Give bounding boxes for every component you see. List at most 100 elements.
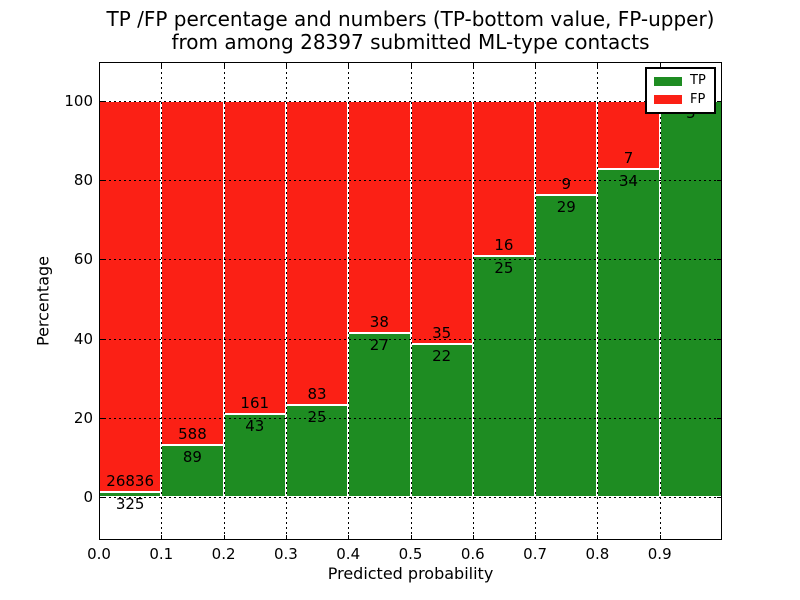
- bar-segment-fp-2: [224, 101, 286, 414]
- y-tick-label-60: 60: [73, 250, 93, 269]
- fp-count-label-1: 588: [178, 424, 207, 443]
- chart-title: TP /FP percentage and numbers (TP-bottom…: [99, 8, 722, 54]
- x-tick-top-3: [285, 62, 287, 67]
- legend-entry-tp: TP: [654, 74, 707, 88]
- fp-count-label-4: 38: [369, 312, 389, 331]
- tp-count-label-1: 89: [182, 447, 202, 466]
- bar-segment-fp-4: [348, 101, 411, 333]
- fp-count-label-5: 35: [432, 324, 452, 343]
- x-tick-label-0.7: 0.7: [523, 545, 548, 563]
- x-tick-bottom-3: [285, 535, 287, 540]
- bar-segment-fp-7: [535, 101, 597, 195]
- x-tick-bottom-8: [597, 535, 599, 540]
- bar-segment-tp-0: [99, 492, 161, 497]
- x-tick-top-4: [348, 62, 350, 67]
- fp-count-label-8: 7: [623, 148, 634, 167]
- fp-legend-swatch: [654, 95, 682, 105]
- fp-count-label-0: 26836: [106, 472, 154, 491]
- tp-count-label-4: 27: [369, 335, 389, 354]
- tp-count-label-8: 34: [619, 171, 639, 190]
- chart-title-line1: TP /FP percentage and numbers (TP-bottom…: [106, 7, 715, 31]
- x-tick-top-5: [410, 62, 412, 67]
- tp-count-label-6: 25: [494, 258, 514, 277]
- x-tick-label-0.9: 0.9: [647, 545, 672, 563]
- x-tick-bottom-1: [161, 535, 163, 540]
- x-tick-label-0.5: 0.5: [398, 545, 423, 563]
- x-tick-bottom-9: [659, 535, 661, 540]
- x-tick-label-0.2: 0.2: [211, 545, 236, 563]
- x-tick-label-0.4: 0.4: [336, 545, 361, 563]
- legend-entry-fp: FP: [654, 91, 707, 107]
- y-tick-left-40: [99, 338, 104, 340]
- bar-segment-fp-6: [473, 101, 535, 256]
- y-tick-left-100: [99, 101, 104, 102]
- x-tick-top-2: [223, 62, 225, 67]
- x-gridline-0.9: [659, 62, 661, 540]
- tp-legend-label: TP: [690, 73, 706, 89]
- y-tick-right-80: [717, 180, 722, 182]
- y-tick-right-20: [717, 417, 722, 419]
- fp-count-label-6: 16: [494, 235, 514, 254]
- x-tick-label-0.6: 0.6: [460, 545, 485, 563]
- bar-segment-tp-1: [161, 444, 224, 497]
- x-tick-top-8: [597, 62, 599, 67]
- bar-segment-fp-0: [99, 101, 161, 493]
- bar-label-layer: 26836 325 588 89 161 43 83 25 38 27 35 22 16 25 9 29 7 34…: [99, 62, 722, 540]
- y-tick-label-40: 40: [73, 329, 93, 348]
- x-tick-bottom-7: [535, 535, 537, 540]
- plot-area: 26836 325 588 89 161 43 83 25 38 27 35 22 16 25 9 29 7 34…: [99, 62, 722, 540]
- tick-mark-layer: [99, 62, 722, 540]
- x-tick-top-9: [659, 62, 661, 67]
- bar-segment-tp-2: [224, 413, 286, 497]
- y-tick-right-100: [717, 101, 722, 102]
- y-tick-label-0: 0: [83, 488, 93, 506]
- tp-count-label-0: 325: [115, 495, 145, 514]
- fp-count-label-2: 161: [240, 393, 270, 412]
- chart-title-line2: from among 28397 submitted ML-type conta…: [171, 30, 650, 54]
- tp-count-label-7: 29: [556, 197, 576, 216]
- y-gridline-80: [99, 180, 722, 182]
- x-tick-bottom-5: [410, 535, 412, 540]
- x-tick-top-6: [472, 62, 474, 67]
- y-tick-left-20: [99, 417, 104, 419]
- x-axis-label: Predicted probability: [327, 564, 494, 583]
- x-gridline-0.5: [410, 62, 412, 540]
- x-gridline-0.3: [285, 62, 287, 540]
- tp-legend-swatch: [654, 76, 682, 86]
- fp-count-label-3: 83: [307, 385, 327, 404]
- y-tick-right-0: [717, 497, 722, 498]
- x-tick-bottom-6: [472, 535, 474, 540]
- x-tick-top-7: [535, 62, 537, 67]
- grid-layer: [99, 62, 722, 540]
- x-tick-bottom-2: [223, 535, 225, 540]
- bottom-spine: [99, 539, 722, 540]
- bar-segment-fp-3: [286, 101, 348, 406]
- tp-count-label-3: 25: [307, 408, 327, 427]
- bar-segment-tp-8: [597, 168, 660, 497]
- legend: TP FP: [645, 67, 716, 114]
- left-spine: [99, 62, 100, 540]
- tp-count-label-2: 43: [245, 416, 265, 435]
- y-gridline-100: [99, 101, 722, 102]
- y-gridline-60: [99, 259, 722, 261]
- y-tick-left-0: [99, 497, 104, 498]
- fp-count-label-7: 9: [561, 174, 572, 193]
- x-gridline-0.2: [223, 62, 225, 540]
- x-gridline-0.6: [472, 62, 474, 540]
- y-tick-right-60: [717, 259, 722, 261]
- bar-segment-tp-9: [660, 101, 722, 497]
- y-tick-label-20: 20: [73, 408, 93, 427]
- bar-segment-tp-4: [348, 332, 411, 497]
- right-spine: [721, 62, 722, 540]
- y-tick-right-40: [717, 338, 722, 340]
- bar-segment-tp-6: [473, 255, 535, 497]
- y-tick-left-80: [99, 180, 104, 182]
- bars-layer: [99, 62, 722, 540]
- y-gridline-0: [99, 497, 722, 498]
- fp-legend-label: FP: [690, 91, 706, 107]
- bar-segment-tp-3: [286, 405, 348, 497]
- tp-count-label-5: 22: [432, 347, 452, 366]
- bar-segment-tp-5: [411, 344, 473, 497]
- x-gridline-0.4: [348, 62, 350, 540]
- x-tick-bottom-4: [348, 535, 350, 540]
